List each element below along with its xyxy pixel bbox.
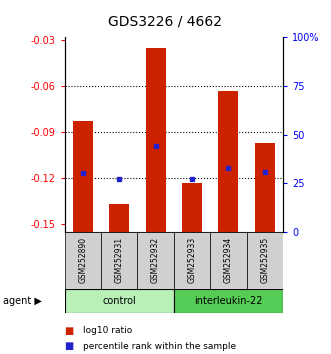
Text: control: control <box>102 296 136 306</box>
Text: ■: ■ <box>65 341 74 351</box>
Text: GSM252931: GSM252931 <box>115 237 124 283</box>
Bar <box>65 289 174 313</box>
Bar <box>255 143 275 232</box>
Bar <box>73 121 93 232</box>
Text: ■: ■ <box>65 326 74 336</box>
Text: GSM252935: GSM252935 <box>260 237 269 283</box>
Bar <box>182 183 202 232</box>
Bar <box>101 232 137 289</box>
Bar <box>65 232 101 289</box>
Bar <box>210 232 247 289</box>
Bar <box>146 48 166 232</box>
Text: percentile rank within the sample: percentile rank within the sample <box>83 342 236 351</box>
Bar <box>247 232 283 289</box>
Text: GSM252890: GSM252890 <box>78 237 87 283</box>
Text: interleukin-22: interleukin-22 <box>194 296 262 306</box>
Text: agent ▶: agent ▶ <box>3 296 42 306</box>
Bar <box>218 91 238 232</box>
Text: GDS3226 / 4662: GDS3226 / 4662 <box>109 14 222 28</box>
Text: GSM252933: GSM252933 <box>187 237 197 283</box>
Text: GSM252932: GSM252932 <box>151 237 160 283</box>
Text: GSM252934: GSM252934 <box>224 237 233 283</box>
Text: log10 ratio: log10 ratio <box>83 326 132 336</box>
Bar <box>174 232 210 289</box>
Bar <box>174 289 283 313</box>
Bar <box>109 204 129 232</box>
Bar <box>137 232 174 289</box>
